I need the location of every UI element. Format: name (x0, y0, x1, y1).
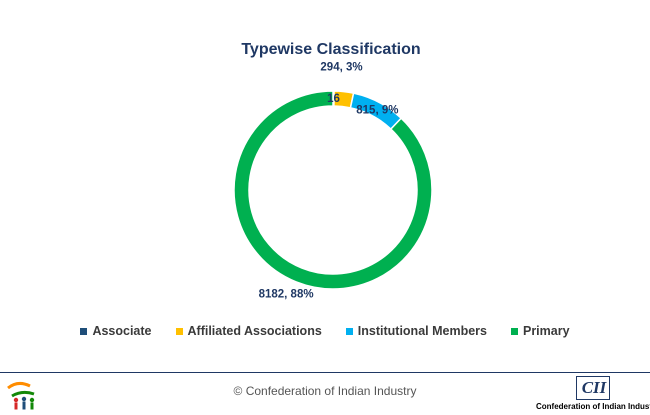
legend-label: Institutional Members (357, 324, 487, 338)
donut-slices (233, 90, 433, 290)
cii-logo: CII Confederation of Indian Industry (536, 376, 650, 414)
footer-copyright: © Confederation of Indian Industry (233, 384, 417, 398)
legend-label: Associate (92, 324, 152, 338)
legend-label: Primary (522, 324, 570, 338)
footer-divider (0, 372, 650, 373)
cii-logo-text: CII (581, 378, 607, 397)
legend-item-primary: Primary (510, 324, 570, 338)
cii-logo-caption: Confederation of Indian Industry (536, 402, 650, 411)
data-label-primary: 8182, 88% (259, 289, 314, 301)
legend-swatch (345, 327, 353, 335)
legend-item-associate: Associate (80, 324, 152, 338)
data-label-institutional-members: 815, 9% (356, 104, 398, 116)
donut-chart: Typewise Classification 16 294, 3% 815, 9%… (233, 41, 433, 301)
slice-primary (233, 90, 433, 290)
legend-swatch (175, 327, 183, 335)
chart-legend: Associate Affiliated Associations Institut… (0, 324, 650, 338)
legend-item-institutional-members: Institutional Members (345, 324, 487, 338)
left-emblem-logo (7, 381, 35, 410)
data-label-associate: 16 (327, 93, 340, 105)
legend-label: Affiliated Associations (187, 324, 322, 338)
legend-swatch (510, 327, 518, 335)
cii-logo-mark: CII (576, 376, 610, 400)
legend-item-affiliated-associations: Affiliated Associations (175, 324, 322, 338)
legend-swatch (80, 327, 88, 335)
data-label-affiliated-associations: 294, 3% (320, 62, 362, 74)
chart-title: Typewise Classification (241, 41, 420, 58)
data-labels: 16 294, 3% 815, 9% 8182, 88% (259, 62, 399, 301)
